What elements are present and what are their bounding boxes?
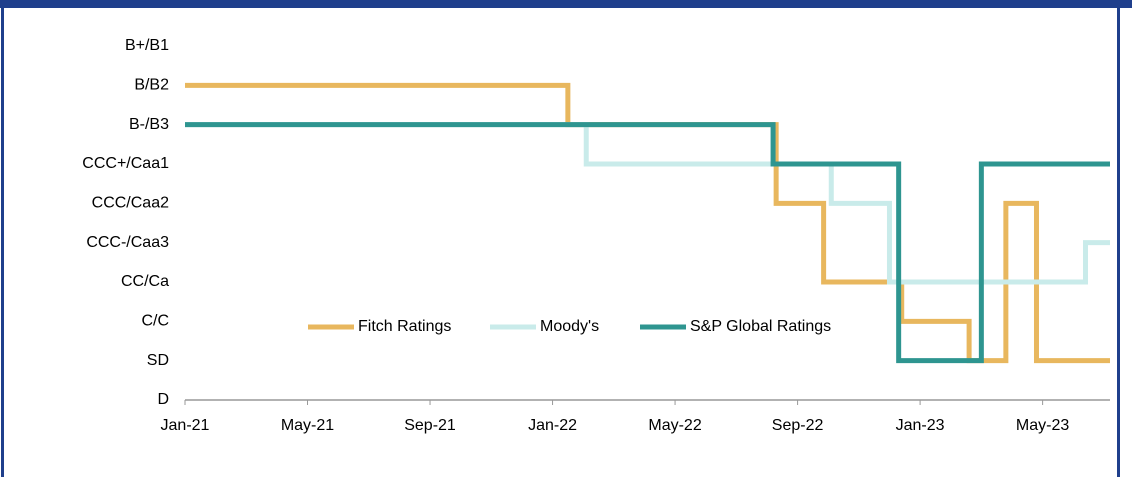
x-tick-label: Jan-21 <box>161 417 210 434</box>
y-tick-label: B/B2 <box>134 77 169 94</box>
legend-label: Moody's <box>540 318 599 335</box>
y-tick-label: D <box>157 391 169 408</box>
series-line <box>185 122 1110 285</box>
y-tick-label: CCC/Caa2 <box>92 195 169 212</box>
y-tick-label: CCC-/Caa3 <box>86 234 169 251</box>
frame-right <box>1117 8 1120 477</box>
series-line <box>185 122 1110 364</box>
x-tick-label: May-22 <box>648 417 701 434</box>
x-tick-label: May-21 <box>281 417 334 434</box>
legend-label: Fitch Ratings <box>358 318 451 335</box>
x-tick-label: May-23 <box>1016 417 1069 434</box>
y-tick-label: C/C <box>141 313 169 330</box>
frame-left <box>1 8 4 477</box>
x-tick-label: Jan-23 <box>896 417 945 434</box>
x-tick-label: Sep-21 <box>404 417 456 434</box>
x-tick-label: Sep-22 <box>772 417 824 434</box>
y-tick-label: B+/B1 <box>125 37 169 54</box>
title-band <box>0 0 1132 8</box>
y-tick-label: B-/B3 <box>129 116 169 133</box>
y-tick-label: CC/Ca <box>121 273 169 290</box>
y-tick-label: SD <box>147 352 169 369</box>
legend-label: S&P Global Ratings <box>690 318 831 335</box>
x-tick-label: Jan-22 <box>528 417 577 434</box>
y-tick-label: CCC+/Caa1 <box>82 155 169 172</box>
